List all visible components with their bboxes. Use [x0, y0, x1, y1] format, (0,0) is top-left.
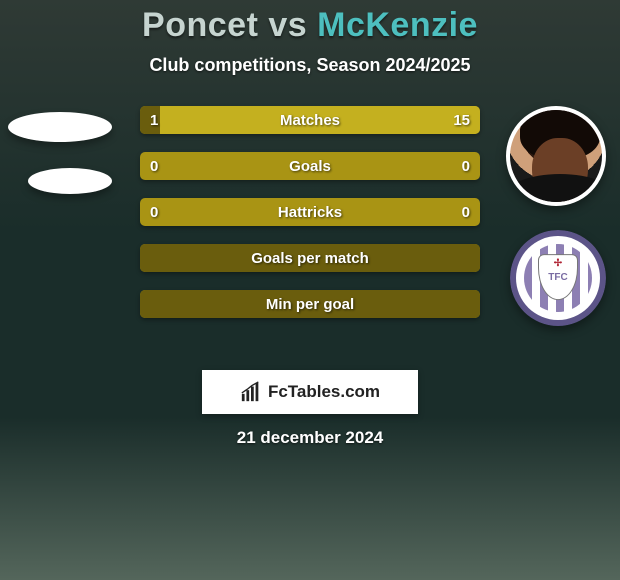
- avatar-placeholder-icon: [8, 112, 112, 142]
- title-player2: McKenzie: [317, 6, 478, 44]
- stat-label: Goals per match: [140, 244, 480, 272]
- bar-chart-icon: [240, 381, 262, 403]
- club-placeholder-icon: [28, 168, 112, 194]
- club-badge-icon: ✢ TFC: [510, 230, 606, 326]
- page-title: Poncet vs McKenzie: [0, 0, 620, 45]
- subtitle: Club competitions, Season 2024/2025: [0, 55, 620, 76]
- watermark-text: FcTables.com: [268, 382, 380, 402]
- stat-label: Min per goal: [140, 290, 480, 318]
- stat-bar: Min per goal: [140, 290, 480, 318]
- stat-bar: Goals0 0: [140, 152, 480, 180]
- stat-value-left: 0: [150, 152, 158, 180]
- stat-bars: Matches115Goals00Hattricks00Goals per ma…: [140, 106, 480, 318]
- club-badge-text: TFC: [548, 272, 567, 283]
- stat-value-right: 15: [453, 106, 470, 134]
- comparison-arena: Matches115Goals00Hattricks00Goals per ma…: [0, 106, 620, 356]
- content-root: Poncet vs McKenzie Club competitions, Se…: [0, 0, 620, 448]
- stat-label: Matches: [140, 106, 480, 134]
- stat-label: Hattricks: [140, 198, 480, 226]
- watermark: FcTables.com: [202, 370, 418, 414]
- stat-value-right: 0: [462, 198, 470, 226]
- date-label: 21 december 2024: [0, 428, 620, 448]
- stat-label: Goals: [140, 152, 480, 180]
- stat-bar: Goals per match: [140, 244, 480, 272]
- title-player1: Poncet: [142, 6, 268, 44]
- right-player-column: ✢ TFC: [496, 106, 606, 326]
- stat-value-left: 1: [150, 106, 158, 134]
- stat-value-right: 0: [462, 152, 470, 180]
- stat-bar: Hattricks0 0: [140, 198, 480, 226]
- stat-bar: Matches1 15: [140, 106, 480, 134]
- player-avatar: [506, 106, 606, 206]
- title-vs: vs: [268, 6, 317, 44]
- left-player-avatar-group: [8, 106, 128, 194]
- stat-value-left: 0: [150, 198, 158, 226]
